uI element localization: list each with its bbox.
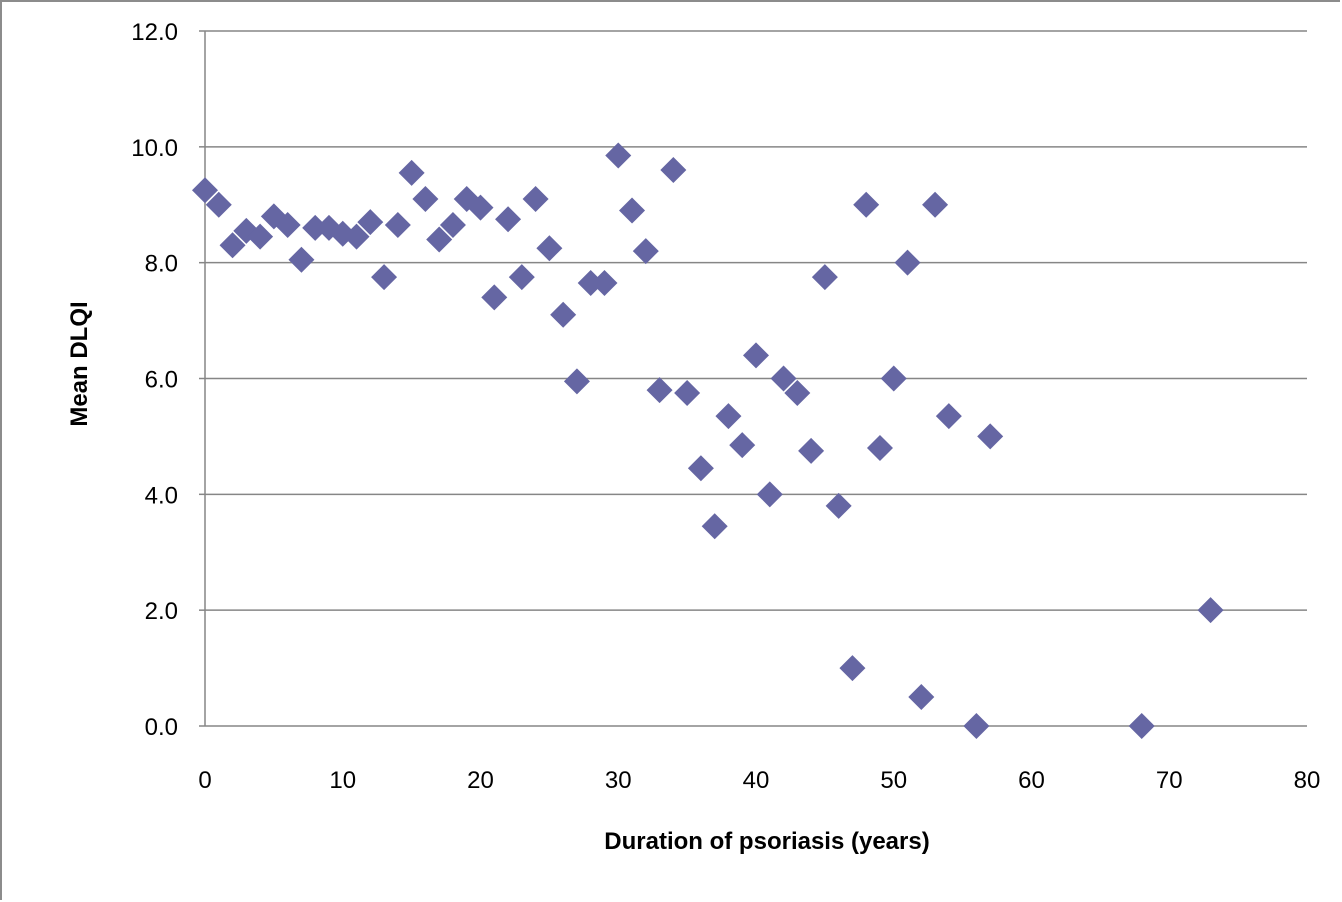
data-point	[935, 403, 962, 430]
data-point	[591, 269, 618, 296]
data-point	[880, 365, 907, 392]
data-point	[481, 284, 508, 311]
data-point	[811, 264, 838, 291]
x-tick-labels: 0 10 20 30 40 50 60 70 80	[198, 767, 1320, 794]
data-point	[563, 368, 590, 395]
data-point	[398, 159, 425, 186]
data-point	[715, 403, 742, 430]
y-tick-label: 6.0	[145, 367, 178, 394]
data-point	[288, 246, 315, 273]
data-point	[205, 191, 232, 218]
data-point	[550, 301, 577, 328]
y-tick-label: 10.0	[131, 135, 178, 162]
data-point	[894, 249, 921, 276]
data-point	[357, 209, 384, 236]
data-point	[619, 197, 646, 224]
data-point	[701, 513, 728, 540]
y-tick-label: 8.0	[145, 251, 178, 278]
y-axis-title: Mean DLQI	[66, 301, 93, 426]
data-point	[660, 157, 687, 183]
data-point	[825, 492, 852, 519]
data-point	[646, 377, 673, 404]
y-tick-label: 12.0	[131, 19, 178, 46]
data-point	[770, 365, 797, 392]
data-point	[522, 185, 549, 212]
axes	[199, 30, 1307, 727]
y-tick-label: 2.0	[145, 598, 178, 625]
data-point	[1197, 597, 1224, 624]
x-tick-label: 40	[743, 767, 770, 794]
data-point	[908, 684, 935, 711]
data-point	[632, 238, 659, 265]
y-tick-labels: 0.0 2.0 4.0 6.0 8.0 10.0 12.0	[131, 19, 178, 741]
data-point	[1128, 713, 1155, 739]
data-point	[743, 342, 769, 369]
data-points	[192, 142, 1224, 739]
x-tick-label: 70	[1156, 767, 1183, 794]
data-point	[798, 437, 825, 464]
data-point	[219, 232, 246, 259]
data-point	[756, 481, 783, 508]
x-tick-label: 10	[329, 767, 356, 794]
data-point	[853, 191, 880, 218]
data-point	[687, 455, 714, 482]
data-point	[784, 379, 811, 406]
y-tick-label: 4.0	[145, 482, 178, 509]
data-point	[495, 206, 522, 233]
data-point	[343, 223, 370, 250]
x-tick-label: 60	[1018, 767, 1045, 794]
data-point	[371, 264, 398, 291]
data-point	[577, 269, 604, 296]
x-tick-label: 50	[880, 767, 907, 794]
x-tick-label: 80	[1294, 767, 1321, 794]
gridlines	[205, 30, 1307, 611]
data-point	[302, 214, 329, 241]
data-point	[467, 194, 494, 221]
data-point	[605, 142, 632, 169]
data-point	[247, 223, 274, 250]
data-point	[192, 177, 218, 204]
x-tick-label: 30	[605, 767, 632, 794]
data-point	[963, 713, 990, 739]
data-point	[384, 212, 411, 239]
data-point	[412, 185, 439, 212]
data-point	[922, 191, 949, 218]
x-tick-label: 20	[467, 767, 494, 794]
data-point	[839, 655, 866, 682]
data-point	[439, 212, 466, 239]
y-tick-label: 0.0	[145, 714, 178, 741]
data-point	[536, 235, 563, 262]
data-point	[977, 423, 1004, 450]
data-point	[426, 226, 453, 253]
data-point	[866, 435, 893, 461]
data-point	[729, 432, 756, 459]
data-point	[508, 264, 535, 291]
x-tick-label: 0	[198, 767, 211, 794]
data-point	[674, 379, 701, 406]
x-axis-title: Duration of psoriasis (years)	[604, 828, 929, 855]
data-point	[274, 212, 301, 239]
data-point	[233, 217, 260, 244]
